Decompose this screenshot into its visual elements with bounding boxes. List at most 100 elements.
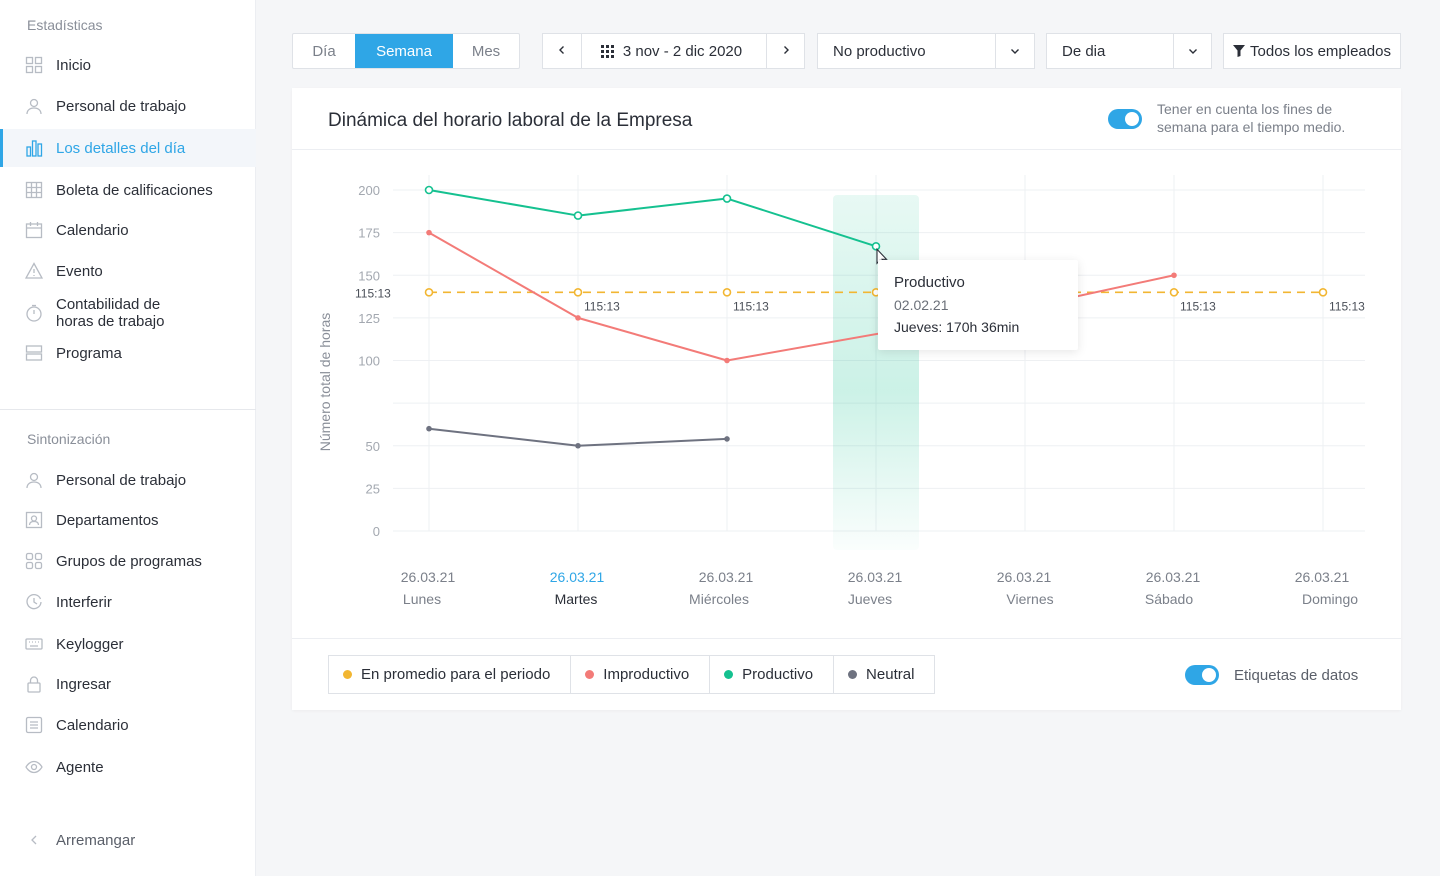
legend-item-average[interactable]: En promedio para el periodo (329, 656, 572, 693)
sidebar-section-settings: Sintonización (27, 431, 111, 447)
productive-point (871, 241, 881, 251)
sidebar-item-evento[interactable]: Evento (0, 252, 256, 290)
y-tick-label: 200 (358, 183, 380, 198)
chevron-down-icon (996, 34, 1034, 68)
x-tick-date: 26.03.21 (401, 569, 456, 585)
user-icon (25, 471, 43, 489)
prev-range-button[interactable] (543, 34, 581, 68)
legend-item-productive[interactable]: Productivo (710, 656, 835, 693)
sidebar-item-contabilidad[interactable]: Contabilidad de horas de trabajo (0, 294, 256, 332)
tooltip-value: Jueves: 170h 36min (894, 319, 1020, 335)
eye-icon (25, 758, 43, 776)
neutral-point (575, 442, 581, 449)
sidebar-item-inicio[interactable]: Inicio (0, 46, 256, 84)
lock-icon (25, 675, 43, 693)
sidebar-collapse-label: Arremangar (56, 831, 136, 849)
sidebar-item-programa[interactable]: Programa (0, 334, 256, 372)
neutral-point (426, 425, 432, 432)
legend-label: En promedio para el periodo (361, 666, 551, 683)
time-of-day-select[interactable]: De dia (1046, 33, 1212, 69)
sidebar-item-boleta[interactable]: Boleta de calificaciones (0, 171, 256, 209)
warning-icon (25, 262, 43, 280)
sidebar-item-label: Ingresar (56, 675, 112, 693)
y-tick-label: 25 (366, 481, 380, 496)
average-data-label: 115:13 (733, 299, 769, 313)
tooltip-series: Productivo (894, 274, 965, 291)
data-labels-toggle-label: Etiquetas de datos (1234, 667, 1359, 684)
legend-label: Productivo (742, 666, 814, 683)
x-tick-day: Domingo (1302, 591, 1358, 607)
period-day-tab[interactable]: Día (312, 42, 336, 60)
sidebar-item-keylogger[interactable]: Keylogger (0, 625, 256, 663)
x-tick-day: Lunes (403, 591, 441, 607)
tooltip-date: 02.02.21 (894, 297, 949, 313)
chevron-left-icon (556, 43, 568, 60)
sidebar-item-label: Grupos de programas (56, 552, 202, 570)
sidebar-item-personal[interactable]: Personal de trabajo (0, 87, 256, 125)
unproductive-point (575, 315, 581, 321)
sidebar-item-label: Departamentos (56, 511, 159, 529)
bar-chart-icon (25, 139, 43, 157)
sidebar-item-label: Boleta de calificaciones (56, 181, 213, 199)
y-tick-label: 100 (358, 354, 380, 369)
activity-type-value: No productivo (833, 42, 926, 60)
sidebar-item-calendario[interactable]: Calendario (0, 211, 256, 249)
neutral-point (724, 436, 730, 442)
legend-dot (848, 670, 858, 679)
legend-dot (343, 670, 352, 679)
date-range-text: 3 nov - 2 dic 2020 (622, 42, 743, 60)
productive-point (573, 211, 583, 220)
date-range-picker: 3 nov - 2 dic 2020 (542, 33, 805, 69)
sidebar-item-ingresar[interactable]: Ingresar (0, 665, 256, 703)
x-tick-date: 26.03.21 (550, 569, 605, 585)
employees-filter-label: Todos los empleados (1250, 42, 1391, 60)
sidebar-item-label: Programa (56, 344, 122, 362)
legend-dot (585, 670, 595, 679)
sidebar-item-label: Los detalles del día (56, 139, 186, 157)
sidebar-divider (0, 409, 256, 410)
layers-icon (25, 344, 43, 362)
data-labels-toggle[interactable] (1185, 665, 1219, 685)
legend-dot (724, 670, 734, 679)
sidebar-collapse-button[interactable]: Arremangar (0, 821, 256, 859)
divider (580, 34, 582, 68)
y-tick-label: 150 (358, 268, 380, 283)
sidebar-item-agente[interactable]: Agente (0, 748, 256, 786)
x-tick-date: 26.03.21 (1146, 569, 1201, 585)
legend-item-neutral[interactable]: Neutral (834, 656, 934, 693)
sidebar-item-interferir[interactable]: Interferir (0, 583, 256, 621)
x-tick-day: Jueves (848, 591, 892, 607)
legend-label: Neutral (866, 666, 915, 683)
date-range-field[interactable]: 3 nov - 2 dic 2020 (582, 34, 766, 68)
y-tick-label: 0 (373, 524, 380, 539)
employees-filter-button[interactable]: Todos los empleados (1223, 33, 1401, 69)
average-point (1169, 288, 1179, 297)
sidebar-item-label: Personal de trabajo (56, 471, 187, 489)
sidebar-item-departamentos[interactable]: Departamentos (0, 501, 256, 539)
activity-type-select[interactable]: No productivo (817, 33, 1035, 69)
sidebar-item-label: Inicio (56, 56, 92, 74)
sidebar-item-label: Keylogger (56, 635, 124, 653)
y-axis-title: Número total de horas (317, 313, 333, 452)
period-month-tab[interactable]: Mes (471, 42, 501, 60)
grid-table-icon (25, 181, 43, 199)
sidebar-item-personal-settings[interactable]: Personal de trabajo (0, 461, 256, 499)
next-range-button[interactable] (767, 34, 804, 68)
sidebar-item-label: Calendario (56, 716, 129, 734)
dashboard-icon (25, 56, 43, 74)
sidebar-item-grupos[interactable]: Grupos de programas (0, 542, 256, 580)
sidebar-item-calendario-settings[interactable]: Calendario (0, 706, 256, 744)
sidebar-item-detalles-dia[interactable]: Los detalles del día (0, 129, 256, 167)
y-tick-label: 175 (358, 226, 380, 241)
productive-point (722, 194, 732, 203)
card-title: Dinámica del horario laboral de la Empre… (328, 110, 693, 131)
time-of-day-value: De dia (1062, 42, 1106, 60)
x-tick-date: 26.03.21 (997, 569, 1052, 585)
line-chart: Número total de horas 0 25 50 100 125 150 175 2… (317, 175, 1365, 607)
legend-item-unproductive[interactable]: Improductivo (571, 656, 711, 693)
chevron-left-icon (25, 831, 43, 849)
period-week-tab[interactable]: Semana (355, 34, 453, 68)
unproductive-point (1171, 272, 1177, 279)
calendar-icon (25, 221, 43, 239)
weekend-average-toggle[interactable] (1108, 109, 1142, 129)
